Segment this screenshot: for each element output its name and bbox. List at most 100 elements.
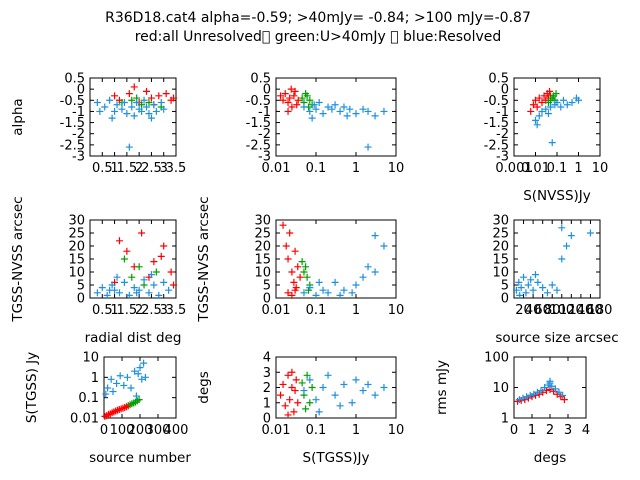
data-point-blue	[109, 388, 117, 396]
x-tick-label: 2	[546, 423, 554, 438]
data-point-red	[281, 90, 289, 98]
data-point-blue	[150, 281, 158, 289]
x-tick-label: 2	[135, 161, 143, 176]
y-tick-label: 20	[492, 240, 509, 255]
data-point-blue	[371, 112, 379, 120]
y-tick-label: 20	[254, 240, 271, 255]
data-point-blue	[558, 255, 566, 263]
data-point-blue	[147, 114, 155, 122]
data-point-blue	[98, 284, 106, 292]
data-point-blue	[115, 289, 123, 297]
data-point-blue	[157, 99, 165, 107]
data-point-blue	[343, 112, 351, 120]
data-point-red	[290, 278, 298, 286]
x-tick-label: 4	[582, 423, 590, 438]
data-point-blue	[328, 105, 336, 113]
data-point-blue	[138, 375, 146, 383]
data-point-green	[303, 371, 311, 379]
data-point-blue	[123, 110, 131, 118]
x-axis-label: source size arcsec	[495, 330, 618, 346]
data-point-green	[145, 99, 153, 107]
data-point-blue	[553, 286, 561, 294]
data-point-red	[143, 87, 151, 95]
data-point-blue	[312, 105, 320, 113]
data-point-red	[123, 247, 131, 255]
x-tick-label: 1	[110, 161, 118, 176]
data-point-blue	[359, 273, 367, 281]
data-point-red	[291, 286, 299, 294]
data-point-blue	[160, 278, 168, 286]
y-tick-label: -1.5	[60, 116, 85, 131]
data-point-green	[302, 263, 310, 271]
data-point-red	[532, 96, 539, 104]
y-tick-label: -1.5	[246, 116, 271, 131]
data-point-blue	[535, 112, 543, 120]
data-point-red	[162, 90, 170, 98]
data-point-blue	[575, 96, 582, 104]
data-point-blue	[319, 110, 327, 118]
chart-panel-2: 0.01 0.1 1 10 0.50-0.5-1-1.5-2-2.5-3	[246, 72, 405, 177]
data-point-blue	[312, 291, 320, 299]
y-tick-label: 0	[77, 292, 85, 307]
data-point-blue	[340, 103, 348, 111]
x-tick-label: 2.5	[141, 161, 162, 176]
data-point-blue	[529, 286, 537, 294]
data-point-blue	[300, 387, 308, 395]
data-point-green	[138, 101, 146, 109]
data-point-blue	[308, 114, 316, 122]
figure-title-line1: R36D18.cat4 alpha=-0.59; >40mJy= -0.84; …	[105, 10, 531, 26]
data-point-blue	[539, 284, 547, 292]
data-point-blue	[555, 388, 563, 396]
x-tick-label: 1	[352, 423, 360, 438]
x-tick-label: 3.5	[166, 303, 187, 318]
data-point-red	[115, 237, 123, 245]
data-point-blue	[120, 99, 128, 107]
data-point-blue	[165, 286, 173, 294]
data-point-blue	[380, 107, 388, 115]
data-point-blue	[130, 112, 138, 120]
data-point-blue	[527, 276, 535, 284]
data-point-blue	[131, 367, 139, 375]
data-point-blue	[108, 281, 116, 289]
data-point-blue	[315, 278, 323, 286]
x-tick-label: 0	[510, 423, 518, 438]
data-point-blue	[544, 110, 552, 118]
y-tick-label: 10	[82, 351, 99, 366]
y-axis-label: rms mJy	[434, 360, 450, 415]
data-point-red	[296, 273, 304, 281]
data-point-blue	[364, 263, 372, 271]
y-tick-label: 1	[91, 371, 99, 386]
data-point-red	[281, 402, 289, 410]
x-tick-label: 0	[100, 423, 108, 438]
data-point-red	[291, 87, 299, 95]
data-point-green	[302, 405, 310, 413]
data-point-red	[535, 94, 543, 102]
data-point-red	[130, 83, 138, 91]
data-point-red	[155, 92, 163, 100]
data-point-blue	[300, 289, 308, 297]
data-point-green	[152, 268, 160, 276]
data-point-blue	[324, 289, 332, 297]
x-tick-label: 1	[528, 423, 536, 438]
data-point-blue	[340, 286, 348, 294]
data-point-red	[147, 94, 155, 102]
y-tick-label: 25	[68, 227, 85, 242]
x-axis-label: radial dist deg	[85, 330, 182, 346]
data-point-blue	[542, 105, 550, 113]
data-point-blue	[104, 384, 112, 392]
data-point-blue	[118, 105, 126, 113]
data-point-blue	[132, 392, 140, 400]
data-point-blue	[312, 396, 320, 404]
y-tick-label: 30	[492, 214, 509, 229]
data-point-blue	[371, 232, 379, 240]
y-tick-label: 1	[263, 396, 271, 411]
data-point-red	[284, 289, 292, 297]
data-point-blue	[547, 103, 555, 111]
x-tick-label: 1	[352, 303, 360, 318]
data-point-blue	[538, 107, 546, 115]
data-point-blue	[315, 99, 323, 107]
y-axis-label: degs	[196, 371, 212, 403]
data-point-blue	[140, 359, 148, 367]
data-point-blue	[522, 289, 530, 297]
